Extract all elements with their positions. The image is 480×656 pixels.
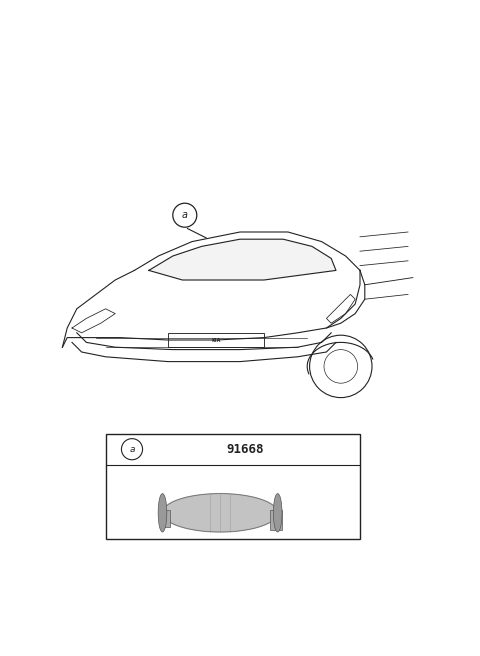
- Ellipse shape: [158, 493, 167, 532]
- Polygon shape: [271, 510, 282, 529]
- Polygon shape: [149, 239, 336, 280]
- Circle shape: [173, 203, 197, 227]
- Ellipse shape: [274, 493, 282, 532]
- Bar: [106, 434, 360, 539]
- Text: a: a: [129, 445, 135, 454]
- Polygon shape: [160, 510, 170, 527]
- Text: a: a: [182, 210, 188, 220]
- Text: 91668: 91668: [227, 443, 264, 456]
- Polygon shape: [163, 493, 277, 532]
- Text: KIA: KIA: [211, 337, 221, 342]
- Circle shape: [121, 439, 143, 460]
